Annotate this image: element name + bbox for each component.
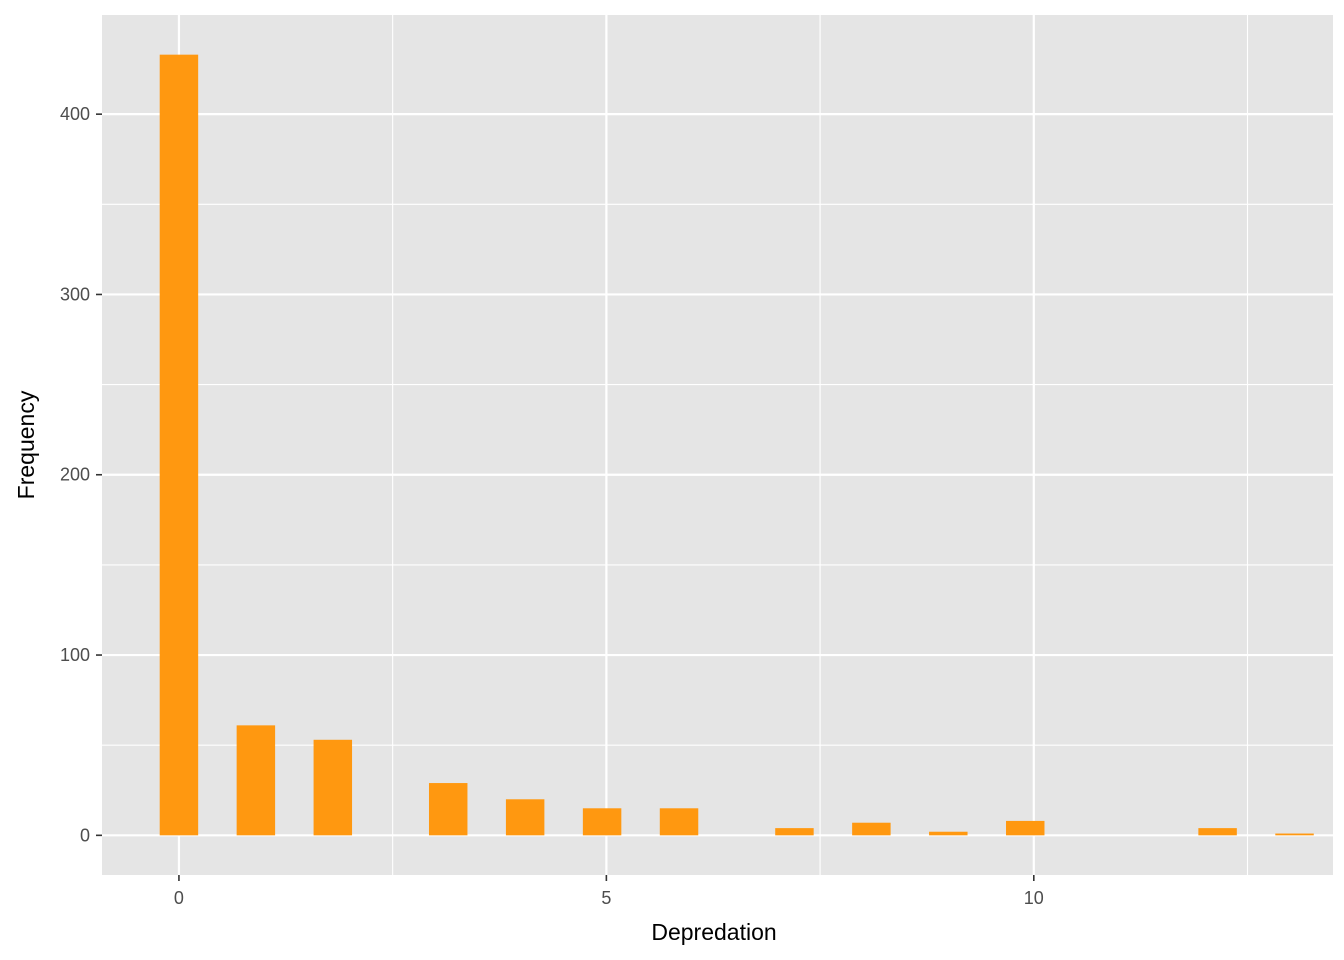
y-tick-label: 300 bbox=[60, 284, 90, 304]
bar bbox=[582, 808, 622, 836]
bar bbox=[428, 783, 468, 836]
y-tick-label: 100 bbox=[60, 645, 90, 665]
minor-gridlines bbox=[102, 15, 1333, 875]
bar bbox=[505, 799, 545, 836]
plot-panel bbox=[102, 15, 1333, 875]
y-axis-tick-labels: 0 100 200 300 400 bbox=[60, 104, 90, 845]
bar bbox=[852, 822, 891, 836]
bar bbox=[159, 54, 199, 836]
x-tick-label: 10 bbox=[1024, 888, 1044, 908]
bar bbox=[929, 831, 968, 836]
bar bbox=[236, 725, 276, 836]
y-axis-title: Frequency bbox=[13, 390, 39, 499]
bar bbox=[313, 739, 353, 836]
bar bbox=[1198, 828, 1237, 836]
x-axis-tick-labels: 0 5 10 bbox=[174, 888, 1044, 908]
bar bbox=[659, 808, 699, 836]
x-axis-title: Depredation bbox=[651, 919, 776, 945]
major-gridlines bbox=[102, 15, 1333, 875]
bar bbox=[775, 828, 814, 836]
x-tick-label: 5 bbox=[601, 888, 611, 908]
axis-ticks bbox=[96, 113, 1035, 881]
bars bbox=[159, 54, 1314, 836]
y-tick-label: 200 bbox=[60, 465, 90, 485]
y-tick-label: 400 bbox=[60, 104, 90, 124]
bar bbox=[1006, 820, 1045, 836]
x-tick-label: 0 bbox=[174, 888, 184, 908]
y-tick-label: 0 bbox=[80, 825, 90, 845]
bar bbox=[1275, 833, 1314, 836]
